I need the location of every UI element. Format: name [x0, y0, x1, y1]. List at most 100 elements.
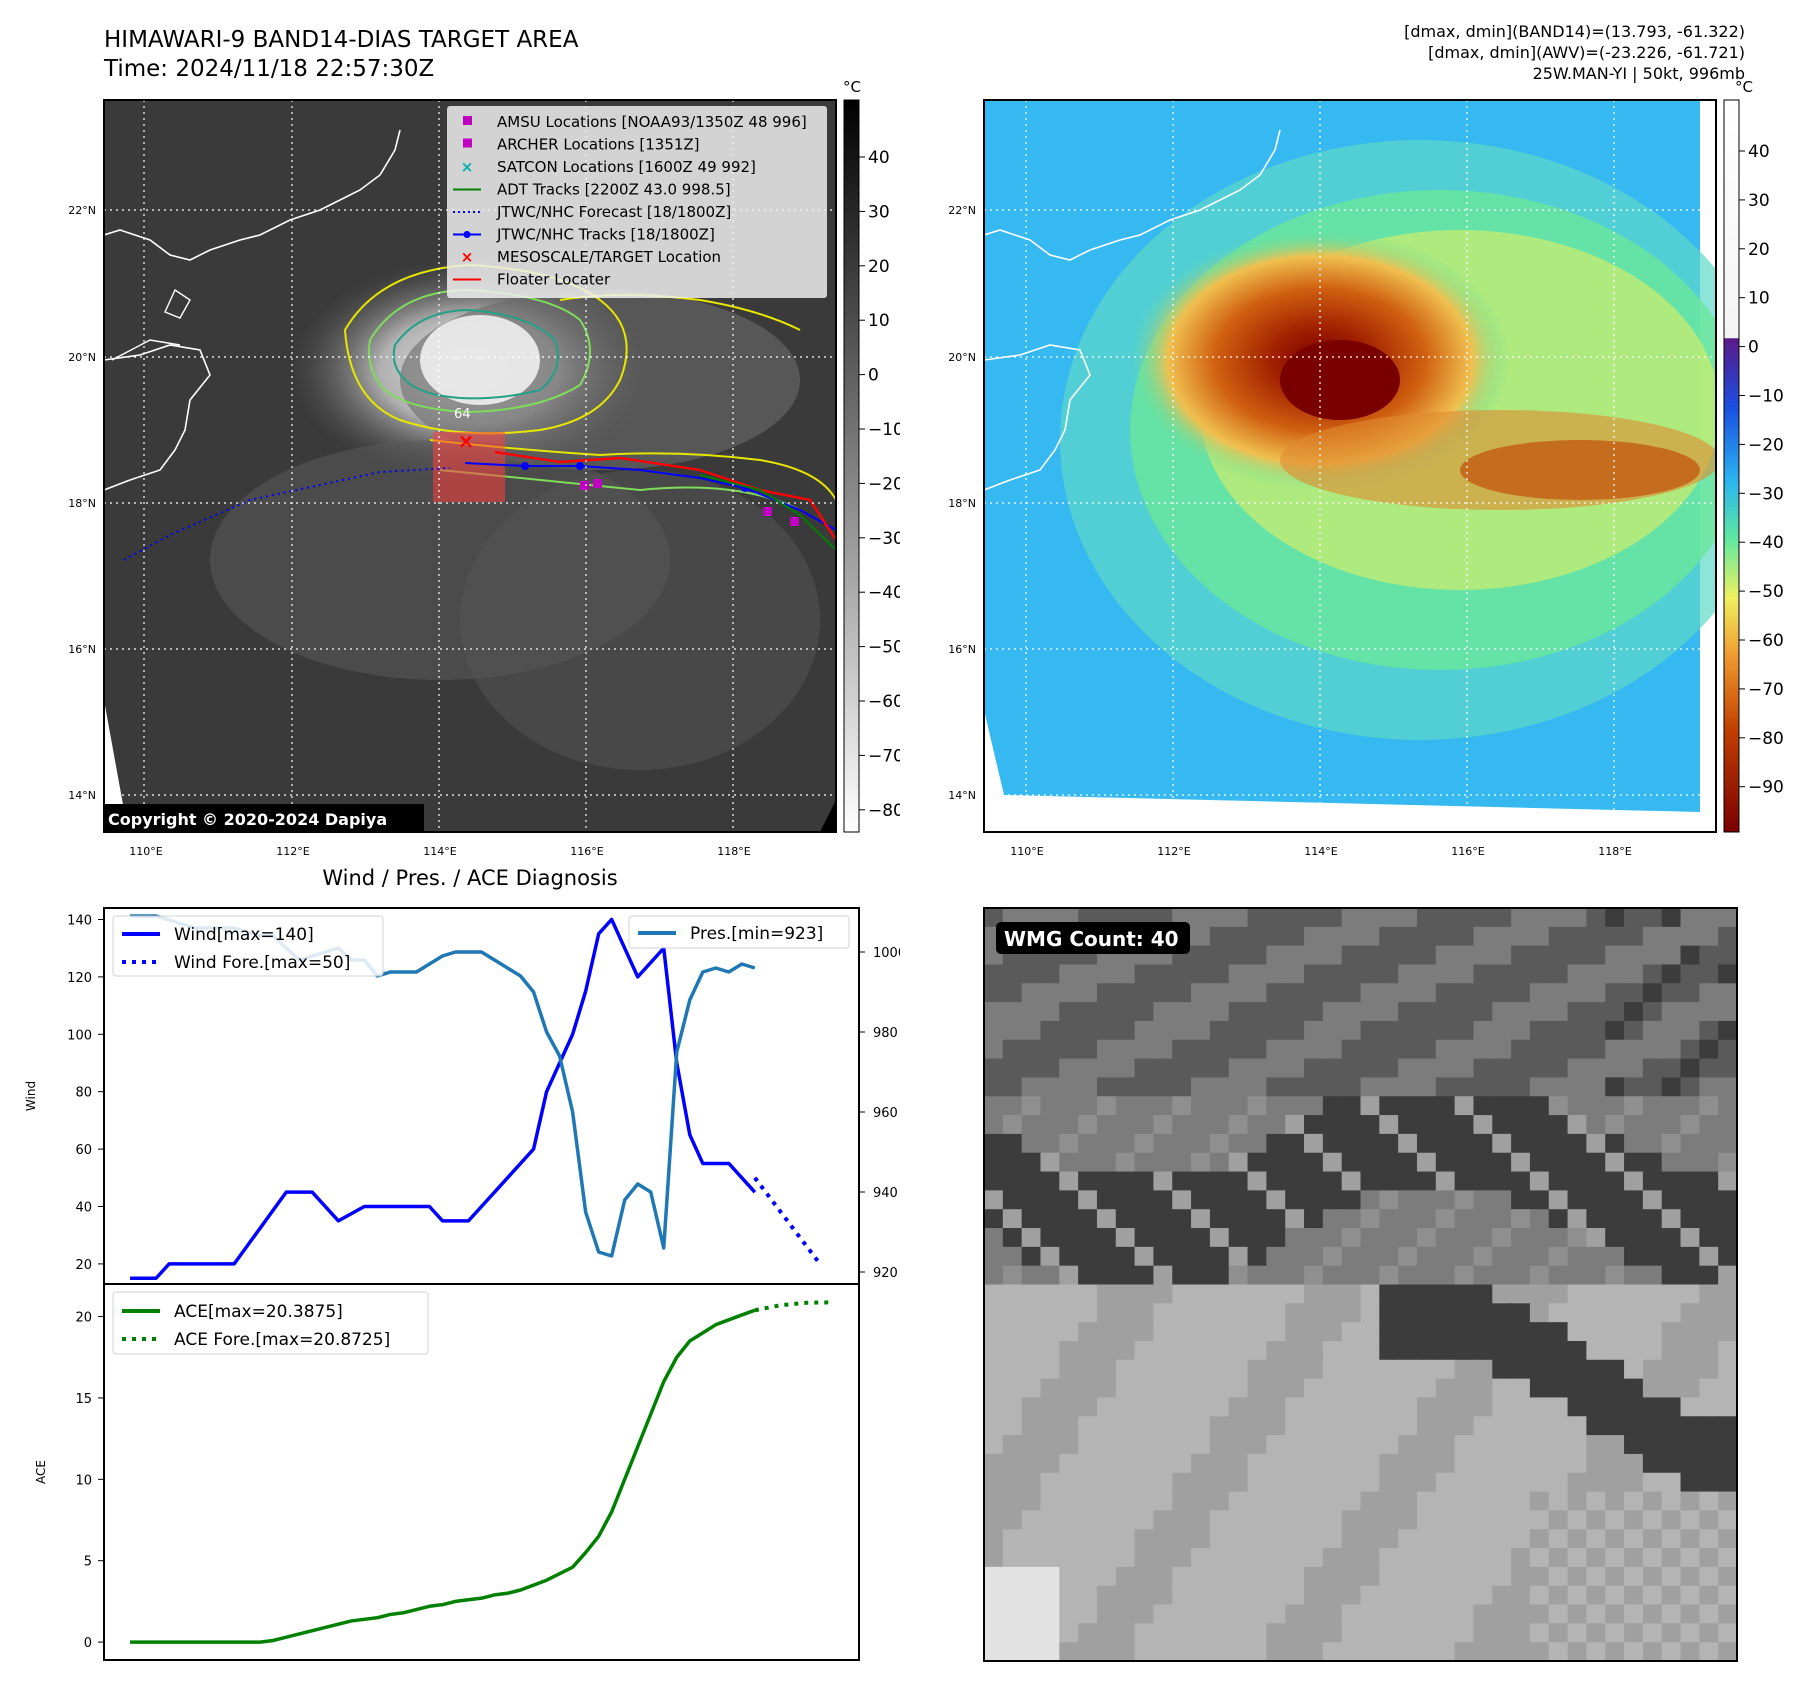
colorbar-right-tick: 0 — [1748, 338, 1759, 358]
colorbar-right-tick: −10 — [1748, 387, 1784, 407]
legend-item: AMSU Locations [NOAA93/1350Z 48 996] — [463, 113, 807, 131]
colorbar-left-tick: 20 — [868, 257, 890, 277]
lat-label-22n: 22°N — [68, 204, 96, 217]
colorbar-left-tick: −30 — [868, 529, 900, 549]
wmg-panel: WMG Count: 40 — [983, 907, 1738, 1662]
legend-label: AMSU Locations [NOAA93/1350Z 48 996] — [497, 113, 807, 131]
ace-ytick-label: 15 — [75, 1392, 92, 1407]
colorbar-left-tick: −50 — [868, 638, 900, 658]
lon-label-112e: 112°E — [1157, 845, 1190, 858]
wind-axis-label: Wind — [24, 1081, 38, 1111]
colorbar-right-tick: −50 — [1748, 582, 1784, 602]
colorbar-right-tick: −80 — [1748, 729, 1784, 749]
colorbar-left-unit: °C — [843, 78, 861, 96]
contour-label: 64 — [454, 407, 471, 422]
colorbar-left-tick: −40 — [868, 583, 900, 603]
ace-ytick-label: 10 — [75, 1473, 92, 1488]
wmg-count-badge — [996, 922, 1190, 954]
lon-label-118e: 118°E — [717, 845, 750, 858]
map-right-panel: 22°N 20°N 18°N 16°N 14°N 110°E 112°E 114… — [948, 78, 1784, 858]
legend-item: Floater Locater — [453, 271, 611, 289]
colorbar-left-tick: −10 — [868, 420, 900, 440]
legend-item: ADT Tracks [2200Z 43.0 998.5] — [453, 181, 731, 199]
legend-label: Pres.[min=923] — [690, 924, 823, 944]
legend-label: JTWC/NHC Tracks [18/1800Z] — [496, 226, 715, 244]
ace-ytick-label: 5 — [84, 1555, 92, 1570]
lat-label-14n: 14°N — [68, 789, 96, 802]
lat-label-20n: 20°N — [68, 351, 96, 364]
colorbar-left-tick: −70 — [868, 746, 900, 766]
lat-label-18n: 18°N — [68, 497, 96, 510]
legend-label: Wind[max=140] — [174, 925, 314, 945]
svg-text:×: × — [458, 429, 475, 453]
legend-box — [112, 1291, 429, 1355]
colorbar-right-tick: −40 — [1748, 533, 1784, 553]
colorbar-right-tick: −70 — [1748, 680, 1784, 700]
wind-ytick-label: 40 — [75, 1201, 92, 1216]
legend-label: Wind Fore.[max=50] — [174, 953, 350, 973]
copyright-text: Copyright © 2020-2024 Dapiya — [108, 810, 387, 829]
colorbar-left-tick: 40 — [868, 148, 890, 168]
lat-label-14n: 14°N — [948, 789, 976, 802]
ace-axes — [103, 1283, 860, 1661]
diagnosis-title: Wind / Pres. / ACE Diagnosis — [322, 866, 618, 890]
colorbar-left-tick: 30 — [868, 202, 890, 222]
wind-ytick-label: 120 — [67, 971, 92, 986]
colorbar-left-tick: 0 — [868, 366, 879, 386]
legend-item: JTWC/NHC Forecast [18/1800Z] — [453, 203, 731, 221]
legend-item: ARCHER Locations [1351Z] — [463, 136, 700, 154]
figure-time: Time: 2024/11/18 22:57:30Z — [104, 56, 435, 82]
colorbar-right-unit: °C — [1735, 78, 1753, 96]
legend-dot-marker — [463, 231, 471, 238]
ace-ytick-label: 20 — [75, 1311, 92, 1326]
info-awv-range: [dmax, dmin](AWV)=(-23.226, -61.721) — [1428, 43, 1745, 62]
legend-box — [628, 915, 850, 949]
legend-label: MESOSCALE/TARGET Location — [497, 248, 721, 266]
colorbar-left-tick: −60 — [868, 692, 900, 712]
lon-label-116e: 116°E — [1451, 845, 1484, 858]
legend-item: × SATCON Locations [1600Z 49 992] — [461, 158, 756, 176]
colorbar-right-tick: −20 — [1748, 435, 1784, 455]
lon-label-118e: 118°E — [1598, 845, 1631, 858]
legend-x-marker: × — [461, 248, 474, 266]
pressure-ytick-label: 940 — [873, 1186, 898, 1201]
wind-ytick-label: 140 — [67, 913, 92, 928]
lat-label-20n: 20°N — [948, 351, 976, 364]
lat-label-22n: 22°N — [948, 204, 976, 217]
lon-label-112e: 112°E — [276, 845, 309, 858]
pressure-ytick-label: 980 — [873, 1026, 898, 1041]
lat-label-16n: 16°N — [948, 643, 976, 656]
figure-title: HIMAWARI-9 BAND14-DIAS TARGET AREA — [104, 27, 579, 53]
lat-label-18n: 18°N — [948, 497, 976, 510]
lon-label-114e: 114°E — [423, 845, 456, 858]
map-left-panel: × 64 Copyright © 2020-2024 Dapiya AMSU L… — [68, 78, 900, 858]
legend-label: ADT Tracks [2200Z 43.0 998.5] — [497, 181, 731, 199]
series-line — [130, 1308, 756, 1644]
lon-label-110e: 110°E — [1010, 845, 1043, 858]
legend-label: ARCHER Locations [1351Z] — [497, 136, 700, 154]
legend-box — [112, 915, 384, 977]
series-line — [754, 1300, 833, 1313]
legend-item: × MESOSCALE/TARGET Location — [461, 248, 721, 266]
colorbar-left-tick: −20 — [868, 474, 900, 494]
legend-label: ACE[max=20.3875] — [174, 1302, 343, 1322]
legend-label: JTWC/NHC Forecast [18/1800Z] — [496, 203, 731, 221]
legend-item: JTWC/NHC Tracks [18/1800Z] — [453, 226, 715, 244]
wind-ytick-label: 100 — [67, 1028, 92, 1043]
legend-label: ACE Fore.[max=20.8725] — [174, 1330, 390, 1350]
map-left-legend: AMSU Locations [NOAA93/1350Z 48 996] ARCH… — [447, 106, 827, 298]
colorbar-right-tick: −30 — [1748, 484, 1784, 504]
info-band14-range: [dmax, dmin](BAND14)=(13.793, -61.322) — [1404, 22, 1745, 41]
pressure-ytick-label: 960 — [873, 1106, 898, 1121]
wmg-count-label: WMG Count: 40 — [1004, 927, 1179, 951]
ace-axis-label: ACE — [34, 1460, 48, 1484]
colorbar-right-tick: 20 — [1748, 240, 1770, 260]
series-line — [130, 917, 757, 1281]
legend-square-marker — [463, 138, 472, 148]
colorbar-right-tick: 10 — [1748, 289, 1770, 309]
colorbar-left-tick: −80 — [868, 801, 900, 821]
wind-ytick-label: 80 — [75, 1086, 92, 1101]
legend-label: Floater Locater — [497, 271, 611, 289]
